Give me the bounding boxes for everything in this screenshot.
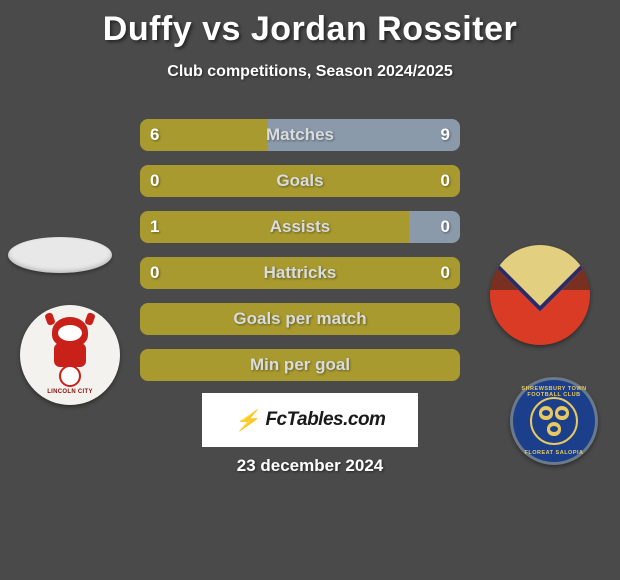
brand-text: FcTables.com [265,409,385,431]
stat-value-right: 9 [441,119,450,151]
stat-value-left: 0 [150,257,159,289]
subtitle: Club competitions, Season 2024/2025 [0,63,620,81]
brand-box: ⚡ FcTables.com [202,393,418,447]
stat-label: Goals [140,165,460,197]
stat-row: Goals per match [140,303,460,335]
stat-label: Hattricks [140,257,460,289]
stat-row: Goals0 0 [140,165,460,197]
stat-bars-container: Matches69Goals00Assists10Hattricks00Goal… [140,119,460,395]
stat-value-right: 0 [441,211,450,243]
stat-label: Assists [140,211,460,243]
stat-label: Matches [140,119,460,151]
brand-icon: ⚡ [235,408,260,433]
stat-row: Min per goal [140,349,460,381]
player-right-avatar [490,245,590,345]
club-right-badge: SHREWSBURY TOWN FOOTBALL CLUB FLOREAT SA… [510,377,598,465]
stat-value-left: 6 [150,119,159,151]
club-left-badge: LINCOLN CITY [20,305,120,405]
stat-row: Assists1 0 [140,211,460,243]
stat-value-right: 0 [441,165,450,197]
stat-row: Matches6 9 [140,119,460,151]
stat-label: Min per goal [140,349,460,381]
page-title: Duffy vs Jordan Rossiter [0,0,620,49]
stat-row: Hattricks0 0 [140,257,460,289]
player-left-avatar-placeholder [8,237,112,273]
date-label: 23 december 2024 [0,456,620,476]
stat-value-left: 1 [150,211,159,243]
club-left-name: LINCOLN CITY [47,389,93,395]
stat-value-left: 0 [150,165,159,197]
lincoln-imp-icon: LINCOLN CITY [40,317,100,393]
stat-value-right: 0 [441,257,450,289]
stat-label: Goals per match [140,303,460,335]
club-right-name-top: SHREWSBURY TOWN FOOTBALL CLUB [513,386,595,398]
